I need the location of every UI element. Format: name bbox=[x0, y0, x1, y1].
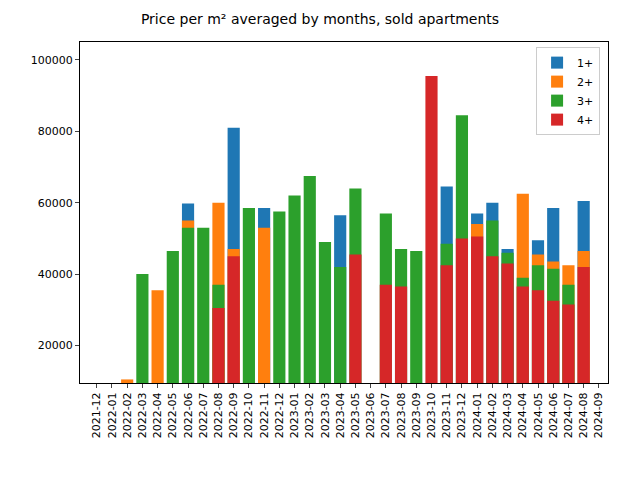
svg-text:40000: 40000 bbox=[38, 268, 73, 281]
svg-text:2021-12: 2021-12 bbox=[90, 392, 103, 438]
svg-text:2022-04: 2022-04 bbox=[151, 392, 164, 438]
svg-text:2022-05: 2022-05 bbox=[166, 392, 179, 438]
svg-text:1+: 1+ bbox=[577, 57, 593, 70]
svg-text:2024-04: 2024-04 bbox=[516, 392, 529, 438]
svg-text:60000: 60000 bbox=[38, 197, 73, 210]
svg-text:Price per m² averaged by month: Price per m² averaged by months, sold ap… bbox=[141, 11, 499, 27]
svg-text:2024-01: 2024-01 bbox=[471, 392, 484, 438]
svg-text:2023-10: 2023-10 bbox=[425, 392, 438, 438]
svg-text:80000: 80000 bbox=[38, 125, 73, 138]
svg-text:2022-03: 2022-03 bbox=[136, 392, 149, 438]
svg-text:2022-12: 2022-12 bbox=[273, 392, 286, 438]
svg-text:2+: 2+ bbox=[577, 76, 593, 89]
svg-text:2024-07: 2024-07 bbox=[562, 392, 575, 438]
svg-text:3+: 3+ bbox=[577, 95, 593, 108]
svg-text:2022-09: 2022-09 bbox=[227, 392, 240, 438]
svg-text:2024-02: 2024-02 bbox=[486, 392, 499, 438]
svg-text:2023-08: 2023-08 bbox=[395, 392, 408, 438]
svg-text:2023-05: 2023-05 bbox=[349, 392, 362, 438]
svg-text:2023-09: 2023-09 bbox=[410, 392, 423, 438]
svg-text:2023-01: 2023-01 bbox=[288, 392, 301, 438]
svg-text:2023-06: 2023-06 bbox=[364, 392, 377, 438]
svg-text:2023-12: 2023-12 bbox=[456, 392, 469, 438]
svg-text:2024-09: 2024-09 bbox=[592, 392, 605, 438]
svg-text:2024-08: 2024-08 bbox=[577, 392, 590, 438]
svg-text:2022-01: 2022-01 bbox=[106, 392, 119, 438]
svg-text:2024-03: 2024-03 bbox=[501, 392, 514, 438]
svg-text:2023-07: 2023-07 bbox=[379, 392, 392, 438]
svg-text:20000: 20000 bbox=[38, 339, 73, 352]
svg-text:100000: 100000 bbox=[31, 54, 73, 67]
svg-text:2023-11: 2023-11 bbox=[440, 392, 453, 438]
svg-text:2024-05: 2024-05 bbox=[532, 392, 545, 438]
svg-text:2022-10: 2022-10 bbox=[242, 392, 255, 438]
svg-text:2022-07: 2022-07 bbox=[197, 392, 210, 438]
svg-text:2022-02: 2022-02 bbox=[121, 392, 134, 438]
svg-text:2022-11: 2022-11 bbox=[258, 392, 271, 438]
svg-text:2023-04: 2023-04 bbox=[334, 392, 347, 438]
svg-text:2023-03: 2023-03 bbox=[319, 392, 332, 438]
svg-text:2024-06: 2024-06 bbox=[547, 392, 560, 438]
svg-text:2023-02: 2023-02 bbox=[303, 392, 316, 438]
svg-text:2022-08: 2022-08 bbox=[212, 392, 225, 438]
svg-text:2022-06: 2022-06 bbox=[182, 392, 195, 438]
svg-text:4+: 4+ bbox=[577, 114, 593, 127]
